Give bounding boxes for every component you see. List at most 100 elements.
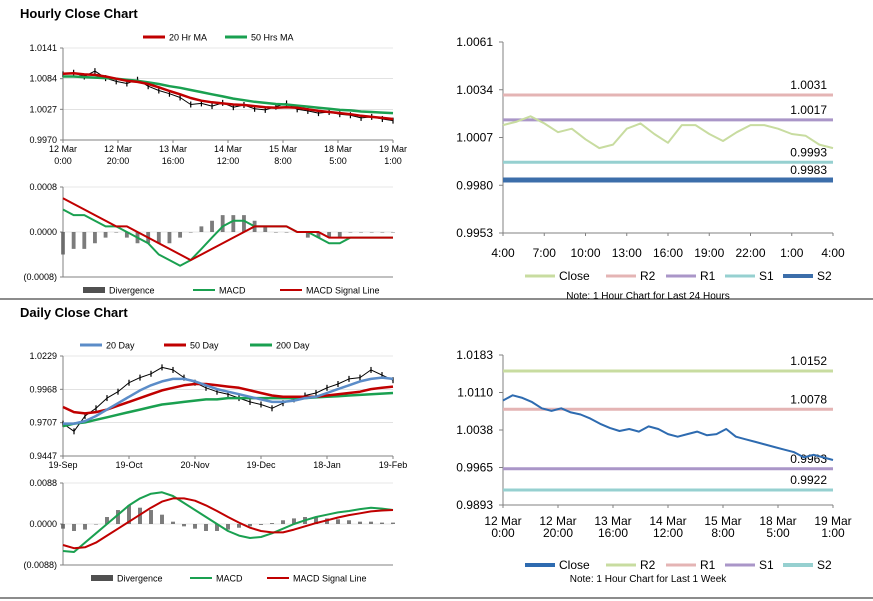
- daily-price-y-tick-label: 0.9447: [29, 451, 57, 461]
- daily-divergence-bar: [204, 524, 208, 531]
- daily-divergence-bar: [127, 505, 131, 524]
- daily-macd-y-tick-label: 0.0000: [29, 519, 57, 529]
- hourly-pivot-y-tick-label: 1.0061: [456, 35, 493, 49]
- hourly-pivot-legend-label: R1: [700, 269, 716, 283]
- daily-divergence-bar: [336, 519, 340, 524]
- hourly-price-x-tick-label: 14 Mar: [214, 144, 242, 154]
- bottom-divider: [0, 597, 873, 599]
- hourly-divergence-bar: [380, 232, 385, 233]
- daily-pivot-level-label: 1.0152: [790, 354, 827, 368]
- hourly-pivot-x-tick-label: 16:00: [653, 246, 683, 260]
- hourly-macd-legend-label: Divergence: [109, 286, 155, 296]
- section-divider: [0, 298, 873, 300]
- daily-price-y-tick-label: 0.9707: [29, 418, 57, 428]
- daily-divergence-bar: [171, 521, 175, 524]
- hourly-macd-legend-swatch: [83, 287, 105, 293]
- hourly-price-legend-label: 50 Hrs MA: [251, 33, 294, 43]
- hourly-macd-legend-label: MACD Signal Line: [306, 286, 380, 296]
- hourly-section-title: Hourly Close Chart: [20, 6, 138, 21]
- hourly-pivot-y-tick-label: 1.0007: [456, 131, 493, 145]
- daily-divergence-bar: [380, 522, 384, 524]
- daily-divergence-bar: [358, 521, 362, 524]
- hourly-divergence-bar: [284, 232, 289, 233]
- daily-pivot-legend-label: Close: [559, 558, 590, 572]
- daily-pivot-legend-label: S1: [759, 558, 774, 572]
- hourly-divergence-bar: [199, 226, 204, 232]
- daily-pivot-x-tick-label: 12 Mar: [539, 514, 576, 528]
- hourly-pivot-y-tick-label: 0.9953: [456, 226, 493, 240]
- hourly-divergence-bar: [231, 215, 236, 232]
- daily-divergence-bar: [248, 524, 252, 527]
- hourly-price-x-tick-label: 12 Mar: [104, 144, 132, 154]
- daily-pivot-legend-label: S2: [817, 558, 832, 572]
- daily-divergence-bar: [292, 518, 296, 524]
- hourly-pivot-legend-label: S1: [759, 269, 774, 283]
- hourly-price-y-tick-label: 1.0027: [29, 104, 57, 114]
- daily-macd-line: [62, 491, 394, 553]
- daily-price-x-tick-label: 19-Feb: [379, 460, 408, 470]
- hourly-pivot-level-label: 0.9993: [790, 145, 827, 159]
- hourly-pivot-x-tick-label: 4:00: [821, 246, 845, 260]
- daily-divergence-bar: [270, 523, 274, 524]
- hourly-divergence-bar: [82, 232, 87, 249]
- daily-macd-legend-swatch: [91, 575, 113, 581]
- hourly-ma20-line: [62, 72, 394, 121]
- daily-close-line: [62, 366, 394, 432]
- hourly-price-x-tick-label: 5:00: [329, 156, 347, 166]
- daily-macd-legend-label: Divergence: [117, 574, 163, 584]
- hourly-signal-line: [62, 197, 393, 262]
- hourly-price-x-tick-label: 12:00: [217, 156, 240, 166]
- hourly-divergence-bar: [93, 232, 97, 244]
- daily-divergence-bar: [281, 520, 285, 524]
- daily-pivot-y-tick-label: 0.9893: [456, 498, 493, 512]
- hourly-price-x-tick-label: 16:00: [162, 156, 185, 166]
- hourly-pivot-x-tick-label: 7:00: [533, 246, 557, 260]
- hourly-divergence-bar: [316, 232, 321, 238]
- hourly-divergence-bar: [263, 226, 268, 232]
- hourly-price-y-tick-label: 0.9970: [29, 135, 57, 145]
- hourly-price-x-tick-label: 20:00: [107, 156, 130, 166]
- hourly-pivot-x-tick-label: 13:00: [612, 246, 642, 260]
- daily-ma20-line: [63, 376, 394, 425]
- hourly-divergence-bar: [124, 232, 129, 238]
- hourly-price-legend-label: 20 Hr MA: [169, 33, 207, 43]
- daily-divergence-bar: [259, 524, 263, 525]
- daily-pivot-y-tick-label: 1.0183: [456, 348, 493, 362]
- daily-pivot-x-tick-label: 20:00: [543, 526, 573, 540]
- hourly-divergence-bar: [327, 232, 332, 238]
- daily-pivot-y-tick-label: 1.0110: [457, 386, 493, 400]
- hourly-divergence-bar: [61, 232, 65, 255]
- hourly-divergence-bar: [114, 232, 119, 233]
- daily-divergence-bar: [193, 524, 197, 529]
- daily-divergence-bar: [83, 524, 87, 530]
- hourly-pivot-legend-label: R2: [640, 269, 656, 283]
- daily-macd-y-tick-label: 0.0088: [29, 478, 57, 488]
- daily-divergence-bar: [314, 517, 318, 524]
- hourly-divergence-bar: [167, 232, 172, 244]
- daily-section-title: Daily Close Chart: [20, 305, 128, 320]
- hourly-pivot-level-label: 0.9983: [790, 163, 827, 177]
- daily-pivot-legend-label: R1: [700, 558, 716, 572]
- daily-ma200-line: [62, 391, 394, 428]
- hourly-price-x-tick-label: 8:00: [274, 156, 292, 166]
- hourly-pivot-x-tick-label: 10:00: [570, 246, 600, 260]
- daily-price-y-tick-label: 1.0229: [29, 351, 57, 361]
- hourly-divergence-bar: [156, 232, 161, 244]
- daily-divergence-bar: [215, 524, 219, 531]
- hourly-divergence-bar: [242, 215, 246, 232]
- hourly-divergence-bar: [337, 232, 342, 238]
- daily-pivot-x-tick-label: 5:00: [766, 526, 790, 540]
- hourly-pivot-level-label: 1.0017: [790, 103, 827, 117]
- daily-price-y-tick-label: 0.9968: [29, 384, 57, 394]
- daily-divergence-bar: [94, 524, 98, 525]
- daily-pivot-level-label: 0.9922: [790, 473, 827, 487]
- hourly-pivot-y-tick-label: 0.9980: [456, 178, 493, 192]
- daily-pivot-x-tick-label: 13 Mar: [594, 514, 631, 528]
- daily-pivot-x-tick-label: 0:00: [491, 526, 515, 540]
- daily-pivot-x-tick-label: 12:00: [653, 526, 683, 540]
- daily-macd-legend-label: MACD Signal Line: [293, 574, 367, 584]
- hourly-macd-y-tick-label: (0.0008): [23, 272, 57, 282]
- daily-pivot-x-tick-label: 18 Mar: [759, 514, 796, 528]
- daily-pivot-note: Note: 1 Hour Chart for Last 1 Week: [570, 574, 728, 585]
- daily-divergence-bar: [105, 517, 109, 524]
